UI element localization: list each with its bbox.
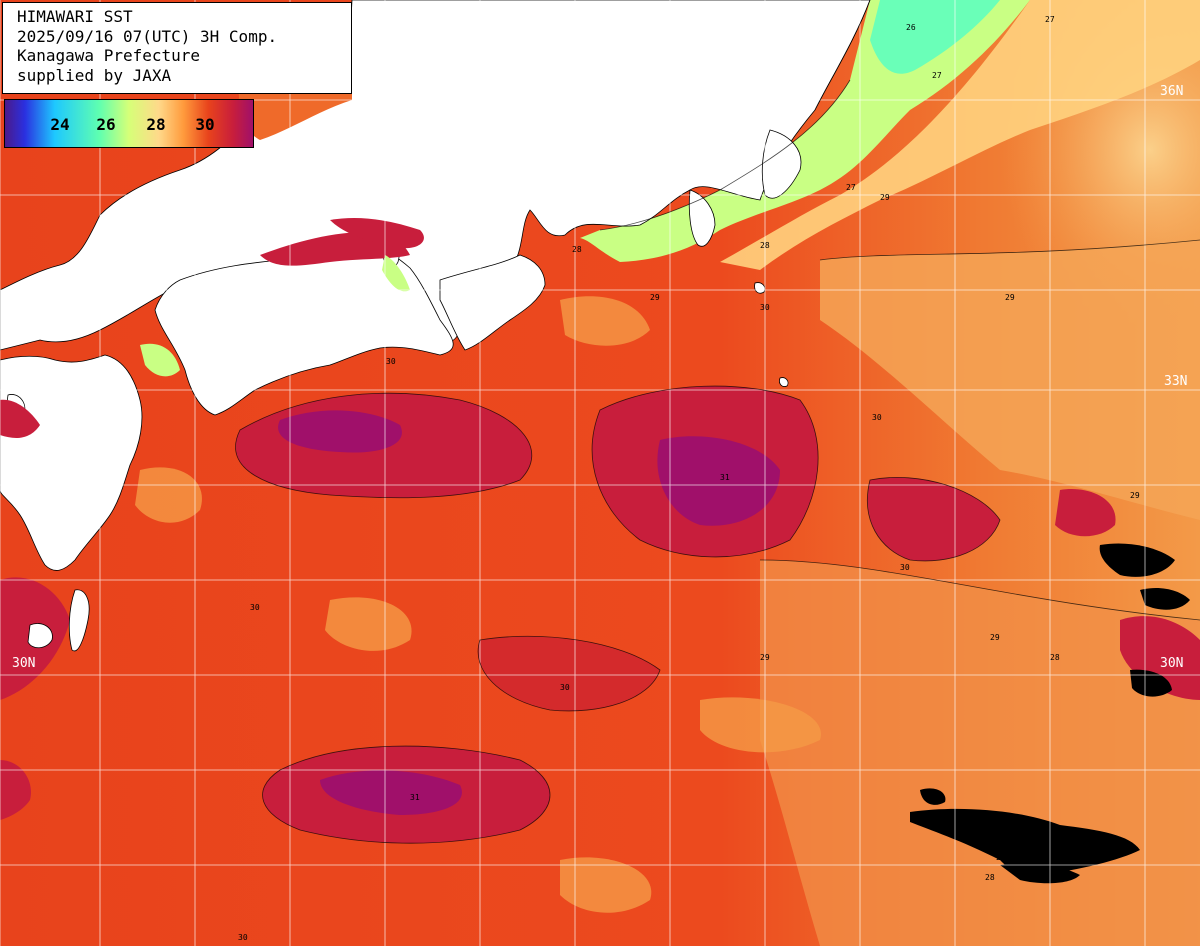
- iso-label: 29: [1130, 491, 1140, 500]
- cloud-mask-areas: [910, 543, 1190, 884]
- iso-label: 29: [880, 193, 890, 202]
- iso-label: 28: [1050, 653, 1060, 662]
- iso-label: 29: [996, 853, 1006, 862]
- iso-label: 30: [238, 933, 248, 942]
- info-datetime: 2025/09/16 07(UTC) 3H Comp.: [17, 26, 278, 46]
- info-title: HIMAWARI SST: [17, 7, 133, 26]
- iso-label: 29: [990, 633, 1000, 642]
- legend-tick-28: 28: [146, 115, 166, 134]
- east-orange-region: [820, 240, 1200, 520]
- iso-label: 28: [760, 241, 770, 250]
- legend-tick-30: 30: [195, 115, 215, 134]
- land-masses: [0, 0, 871, 652]
- coastal-cyan-band: [870, 0, 1000, 74]
- lat-label-30n-east: 30N: [1160, 656, 1183, 671]
- lon-label-136: 136: [487, 15, 502, 38]
- land-kyushu: [0, 354, 143, 571]
- info-region: Kanagawa Prefecture: [17, 46, 201, 65]
- iso-label: 31: [720, 473, 730, 482]
- land-kii: [439, 254, 546, 351]
- legend-tick-24: 24: [50, 115, 70, 134]
- lat-label-36n: 36N: [1160, 84, 1183, 99]
- legend-labels: 24 26 28 30: [5, 115, 253, 135]
- temperature-legend: 24 26 28 30: [4, 99, 254, 148]
- iso-label: 30: [760, 303, 770, 312]
- lat-label-33n: 33N: [1164, 374, 1187, 389]
- iso-label: 28: [985, 873, 995, 882]
- land-miyakejima: [779, 377, 789, 387]
- lat-label-30n-west: 30N: [12, 656, 35, 671]
- iso-label: 31: [410, 793, 420, 802]
- iso-label: 26: [906, 23, 916, 32]
- iso-label: 27: [1045, 15, 1055, 24]
- iso-label: 29: [1005, 293, 1015, 302]
- iso-label: 29: [760, 653, 770, 662]
- land-izu-oshima: [754, 282, 766, 294]
- iso-label: 29: [650, 293, 660, 302]
- iso-label: 30: [386, 357, 396, 366]
- legend-color-bar: [5, 100, 253, 147]
- map-info-box: HIMAWARI SST 2025/09/16 07(UTC) 3H Comp.…: [2, 2, 352, 94]
- iso-label: 27: [846, 183, 856, 192]
- isotherm-contours: [235, 0, 1200, 844]
- iso-label: 30: [250, 603, 260, 612]
- coastal-yellow-band: [720, 0, 1200, 270]
- iso-label: 30: [900, 563, 910, 572]
- iso-label: 30: [872, 413, 882, 422]
- iso-label: 27: [932, 71, 942, 80]
- legend-tick-26: 26: [96, 115, 116, 134]
- isotherm-labels: 27 27 26 27 28 28 29 29 30 30 30 31 29 3…: [238, 15, 1140, 942]
- iso-label: 28: [572, 245, 582, 254]
- info-credit: supplied by JAXA: [17, 65, 172, 85]
- land-izu: [688, 189, 716, 247]
- land-yakushima: [27, 623, 53, 649]
- iso-label: 30: [560, 683, 570, 692]
- cool-mottled-patches: [135, 296, 821, 913]
- land-tanegashima: [68, 589, 90, 652]
